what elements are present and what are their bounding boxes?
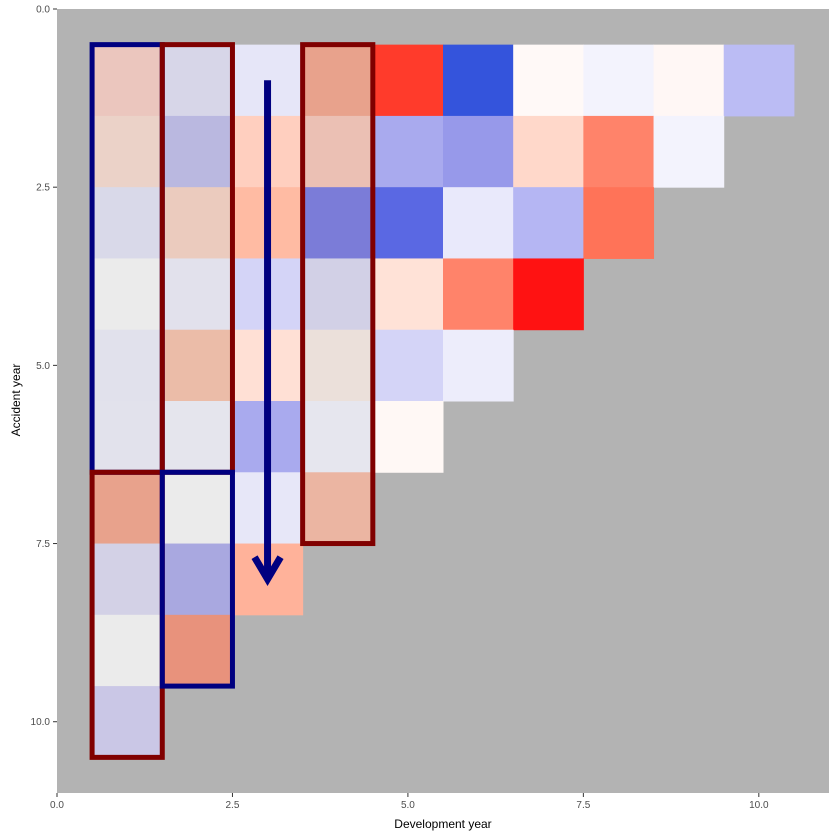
heatmap-cell bbox=[162, 472, 233, 545]
heatmap-cell bbox=[372, 258, 444, 331]
x-tick-label: 0.0 bbox=[50, 800, 64, 811]
heatmap-cell bbox=[443, 258, 514, 331]
heatmap-cell bbox=[92, 258, 163, 331]
heatmap-cell bbox=[302, 401, 374, 473]
heatmap-cell bbox=[653, 115, 725, 188]
y-tick-label: 7.5 bbox=[36, 539, 50, 550]
heatmap-cell bbox=[372, 329, 444, 402]
heatmap-cell bbox=[92, 686, 163, 758]
heatmap-cell bbox=[443, 329, 514, 402]
y-tick-label: 2.5 bbox=[36, 183, 50, 194]
heatmap-cell bbox=[653, 44, 725, 117]
heatmap-cell bbox=[372, 44, 444, 117]
x-tick-label: 5.0 bbox=[401, 800, 415, 811]
heatmap-cell bbox=[92, 329, 163, 402]
heatmap-cell bbox=[302, 258, 374, 331]
heatmap-cell bbox=[162, 329, 233, 402]
heatmap-cell bbox=[723, 44, 795, 117]
heatmap-cell bbox=[513, 258, 584, 331]
heatmap-cell bbox=[302, 329, 374, 402]
heatmap-cell bbox=[92, 472, 163, 545]
arrow-head bbox=[251, 555, 284, 587]
heatmap-cell bbox=[302, 187, 374, 259]
highlight-box bbox=[159, 469, 235, 689]
heatmap-cell bbox=[302, 472, 374, 545]
heatmap-cell bbox=[583, 44, 655, 117]
heatmap-cell bbox=[92, 401, 163, 473]
x-axis-title: Development year bbox=[394, 817, 491, 831]
heatmap-cell bbox=[162, 401, 233, 473]
heatmap-cell bbox=[443, 115, 514, 188]
heatmap-cell bbox=[443, 44, 514, 117]
heatmap-cell bbox=[372, 115, 444, 188]
heatmap-cell bbox=[162, 187, 233, 259]
heatmap-cell bbox=[372, 187, 444, 259]
highlight-box bbox=[300, 42, 376, 547]
heatmap-cell bbox=[162, 543, 233, 616]
heatmap-cell bbox=[302, 115, 374, 188]
heatmap-cell bbox=[583, 187, 655, 259]
y-tick-label: 0.0 bbox=[36, 5, 50, 16]
heatmap-cell bbox=[92, 543, 163, 616]
x-tick-label: 2.5 bbox=[226, 800, 240, 811]
heatmap-cell bbox=[92, 115, 163, 188]
heatmap-cell bbox=[92, 44, 163, 117]
heatmap-cell bbox=[92, 614, 163, 687]
y-tick-label: 5.0 bbox=[36, 361, 50, 372]
heatmap-cell bbox=[513, 44, 584, 117]
heatmap-cell bbox=[583, 115, 655, 188]
heatmap-cell bbox=[443, 187, 514, 259]
heatmap-cell bbox=[302, 44, 374, 117]
heatmap-cell bbox=[92, 187, 163, 259]
x-tick-label: 7.5 bbox=[576, 800, 590, 811]
heatmap-cell bbox=[513, 115, 584, 188]
heatmap-cell bbox=[513, 187, 584, 259]
y-axis-title: Accident year bbox=[9, 364, 23, 437]
x-tick-label: 10.0 bbox=[749, 800, 769, 811]
heatmap-cell bbox=[162, 258, 233, 331]
heatmap-cell bbox=[162, 44, 233, 117]
heatmap-cell bbox=[162, 614, 233, 687]
heatmap-cell bbox=[372, 401, 444, 473]
y-tick-label: 10.0 bbox=[31, 717, 51, 728]
heatmap-cell bbox=[162, 115, 233, 188]
